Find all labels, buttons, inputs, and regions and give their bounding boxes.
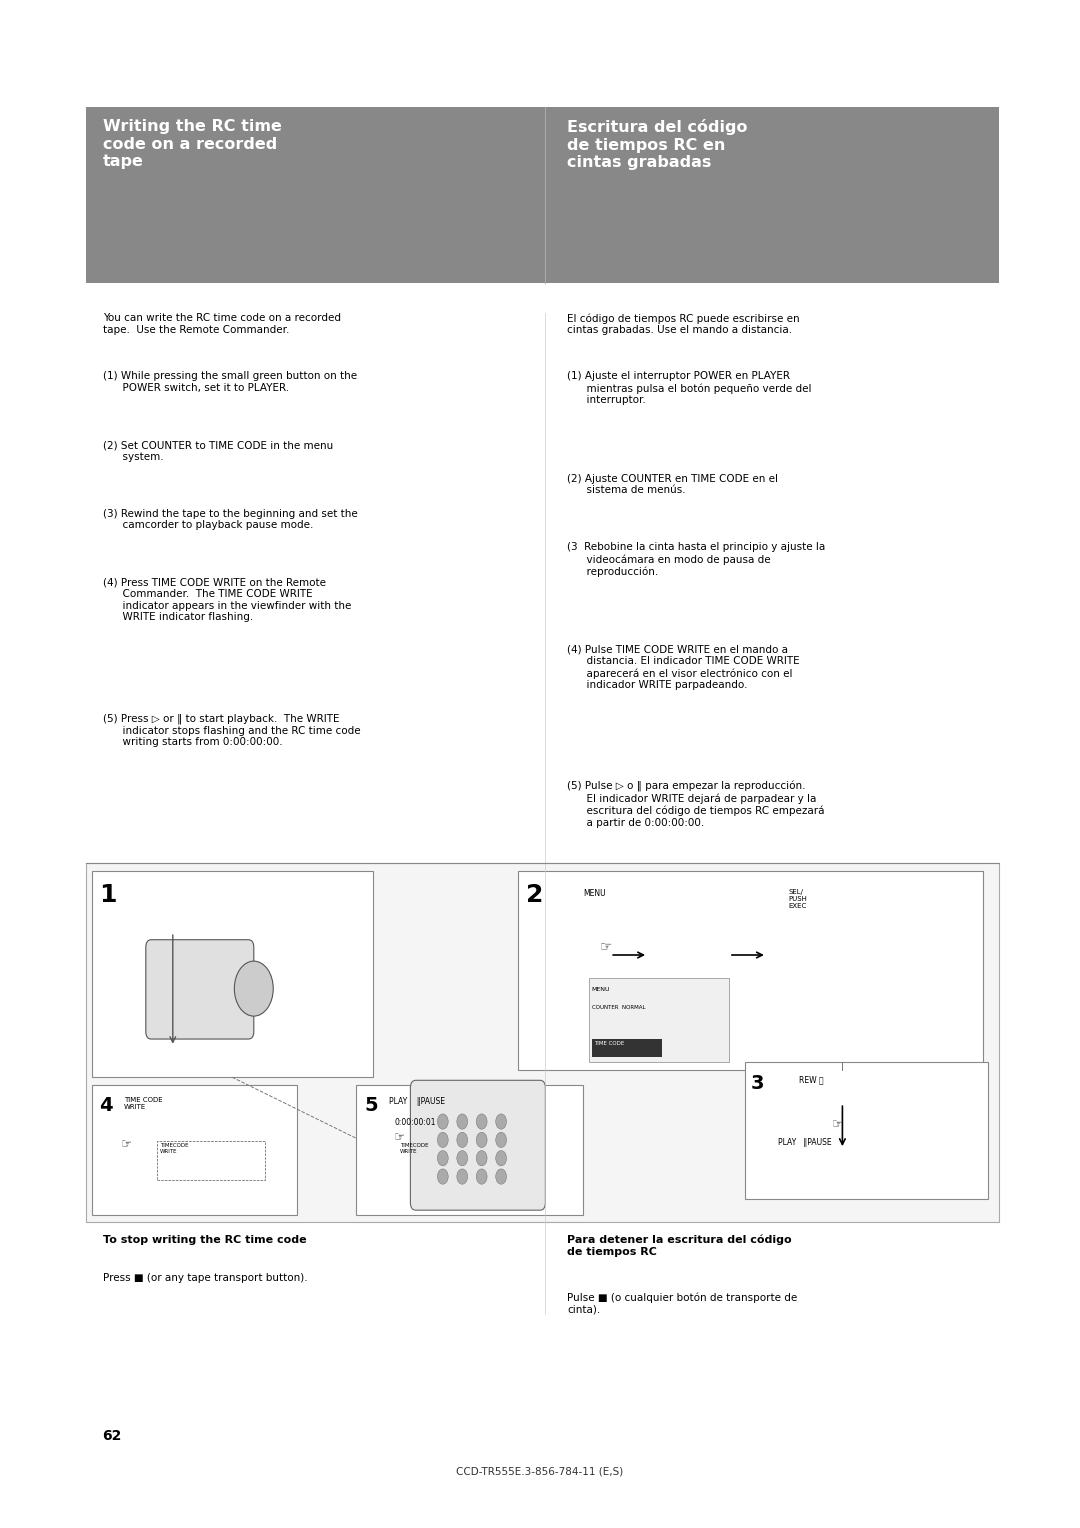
Text: PLAY    ‖PAUSE: PLAY ‖PAUSE — [389, 1097, 445, 1106]
Text: Escritura del código
de tiempos RC en
cintas grabadas: Escritura del código de tiempos RC en ci… — [567, 119, 747, 170]
Circle shape — [457, 1132, 468, 1148]
Text: Press ■ (or any tape transport button).: Press ■ (or any tape transport button). — [103, 1273, 307, 1284]
FancyBboxPatch shape — [92, 871, 373, 1077]
Text: To stop writing the RC time code: To stop writing the RC time code — [103, 1235, 307, 1245]
Text: (3  Rebobine la cinta hasta el principio y ajuste la
      videocámara en modo d: (3 Rebobine la cinta hasta el principio … — [567, 542, 825, 578]
Text: (5) Press ▷ or ‖ to start playback.  The WRITE
      indicator stops flashing an: (5) Press ▷ or ‖ to start playback. The … — [103, 714, 361, 747]
FancyBboxPatch shape — [86, 863, 999, 1222]
FancyBboxPatch shape — [745, 1062, 988, 1199]
Text: TIMECODE
WRITE: TIMECODE WRITE — [400, 1143, 428, 1154]
Text: (4) Press TIME CODE WRITE on the Remote
      Commander.  The TIME CODE WRITE
  : (4) Press TIME CODE WRITE on the Remote … — [103, 578, 351, 622]
Text: Pulse ■ (o cualquier botón de transporte de
cinta).: Pulse ■ (o cualquier botón de transporte… — [567, 1293, 797, 1314]
FancyBboxPatch shape — [356, 1085, 583, 1215]
Text: 5: 5 — [364, 1096, 378, 1114]
Text: (2) Set COUNTER to TIME CODE in the menu
      system.: (2) Set COUNTER to TIME CODE in the menu… — [103, 440, 333, 461]
Circle shape — [496, 1114, 507, 1129]
Text: El código de tiempos RC puede escribirse en
cintas grabadas. Use el mando a dist: El código de tiempos RC puede escribirse… — [567, 313, 799, 335]
Circle shape — [457, 1151, 468, 1166]
Circle shape — [437, 1151, 448, 1166]
Text: (5) Pulse ▷ o ‖ para empezar la reproducción.
      El indicador WRITE dejará de: (5) Pulse ▷ o ‖ para empezar la reproduc… — [567, 781, 824, 828]
Text: SEL/
PUSH
EXEC: SEL/ PUSH EXEC — [788, 889, 807, 909]
Text: ☞: ☞ — [121, 1138, 132, 1152]
Text: 4: 4 — [99, 1096, 113, 1114]
Text: MENU: MENU — [592, 987, 610, 992]
Text: (4) Pulse TIME CODE WRITE en el mando a
      distancia. El indicador TIME CODE : (4) Pulse TIME CODE WRITE en el mando a … — [567, 645, 799, 691]
Text: ☞: ☞ — [394, 1131, 405, 1144]
Circle shape — [457, 1114, 468, 1129]
Text: ☞: ☞ — [599, 940, 612, 953]
Circle shape — [437, 1132, 448, 1148]
FancyBboxPatch shape — [146, 940, 254, 1039]
Circle shape — [476, 1114, 487, 1129]
Text: COUNTER  NORMAL: COUNTER NORMAL — [592, 1005, 646, 1010]
Text: 0:00:00:01: 0:00:00:01 — [394, 1118, 435, 1128]
FancyBboxPatch shape — [86, 107, 999, 283]
Text: PLAY   ‖PAUSE: PLAY ‖PAUSE — [778, 1138, 832, 1148]
Text: (2) Ajuste COUNTER en TIME CODE en el
      sistema de menús.: (2) Ajuste COUNTER en TIME CODE en el si… — [567, 474, 778, 495]
Circle shape — [457, 1169, 468, 1184]
Text: ☞: ☞ — [832, 1118, 842, 1132]
Text: Para detener la escritura del código
de tiempos RC: Para detener la escritura del código de … — [567, 1235, 792, 1256]
Circle shape — [234, 961, 273, 1016]
Text: (3) Rewind the tape to the beginning and set the
      camcorder to playback pau: (3) Rewind the tape to the beginning and… — [103, 509, 357, 530]
Text: 62: 62 — [103, 1429, 122, 1442]
Circle shape — [437, 1114, 448, 1129]
FancyBboxPatch shape — [518, 871, 983, 1070]
Text: TIME CODE
WRITE: TIME CODE WRITE — [124, 1097, 163, 1111]
Text: REW ⏪: REW ⏪ — [799, 1076, 824, 1085]
Text: (1) While pressing the small green button on the
      POWER switch, set it to P: (1) While pressing the small green butto… — [103, 371, 356, 393]
Text: CCD-TR555E.3-856-784-11 (E,S): CCD-TR555E.3-856-784-11 (E,S) — [457, 1467, 623, 1478]
Text: TIMECODE
WRITE: TIMECODE WRITE — [160, 1143, 188, 1154]
Text: MENU: MENU — [583, 889, 606, 898]
Circle shape — [476, 1132, 487, 1148]
Circle shape — [476, 1151, 487, 1166]
Text: 1: 1 — [99, 883, 117, 908]
Circle shape — [496, 1132, 507, 1148]
Text: 2: 2 — [526, 883, 543, 908]
Text: Writing the RC time
code on a recorded
tape: Writing the RC time code on a recorded t… — [103, 119, 282, 170]
Text: TIME CODE: TIME CODE — [594, 1041, 624, 1045]
Circle shape — [496, 1151, 507, 1166]
FancyBboxPatch shape — [589, 978, 729, 1062]
FancyBboxPatch shape — [410, 1080, 545, 1210]
Circle shape — [496, 1169, 507, 1184]
Text: (1) Ajuste el interruptor POWER en PLAYER
      mientras pulsa el botón pequeño : (1) Ajuste el interruptor POWER en PLAYE… — [567, 371, 811, 405]
Text: You can write the RC time code on a recorded
tape.  Use the Remote Commander.: You can write the RC time code on a reco… — [103, 313, 340, 335]
Circle shape — [437, 1169, 448, 1184]
FancyBboxPatch shape — [157, 1141, 265, 1180]
FancyBboxPatch shape — [592, 1039, 662, 1057]
Text: 3: 3 — [751, 1074, 764, 1093]
Circle shape — [476, 1169, 487, 1184]
FancyBboxPatch shape — [92, 1085, 297, 1215]
